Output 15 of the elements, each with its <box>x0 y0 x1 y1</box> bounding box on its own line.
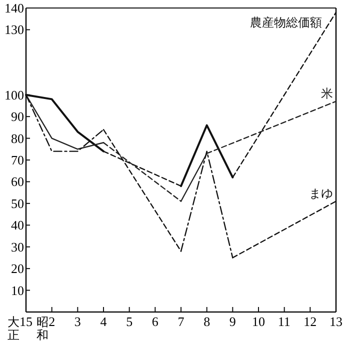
y-tick-label: 30 <box>11 239 24 254</box>
y-tick-label: 130 <box>4 22 24 38</box>
y-tick-label: 80 <box>11 130 24 146</box>
series-label: 農産物総価額 <box>250 15 322 30</box>
series-label: 米 <box>321 86 333 100</box>
y-tick-label: 10 <box>11 282 24 298</box>
series-label: まゆ <box>309 186 333 200</box>
y-tick-label: 20 <box>11 261 24 276</box>
y-tick-label: 140 <box>4 0 24 16</box>
y-tick-label: 90 <box>11 109 24 124</box>
y-tick-label: 100 <box>4 87 24 102</box>
y-tick-label: 70 <box>11 152 24 168</box>
y-tick-label: 60 <box>11 174 24 190</box>
y-tick-label: 50 <box>11 196 24 211</box>
y-tick-label: 40 <box>11 218 24 233</box>
